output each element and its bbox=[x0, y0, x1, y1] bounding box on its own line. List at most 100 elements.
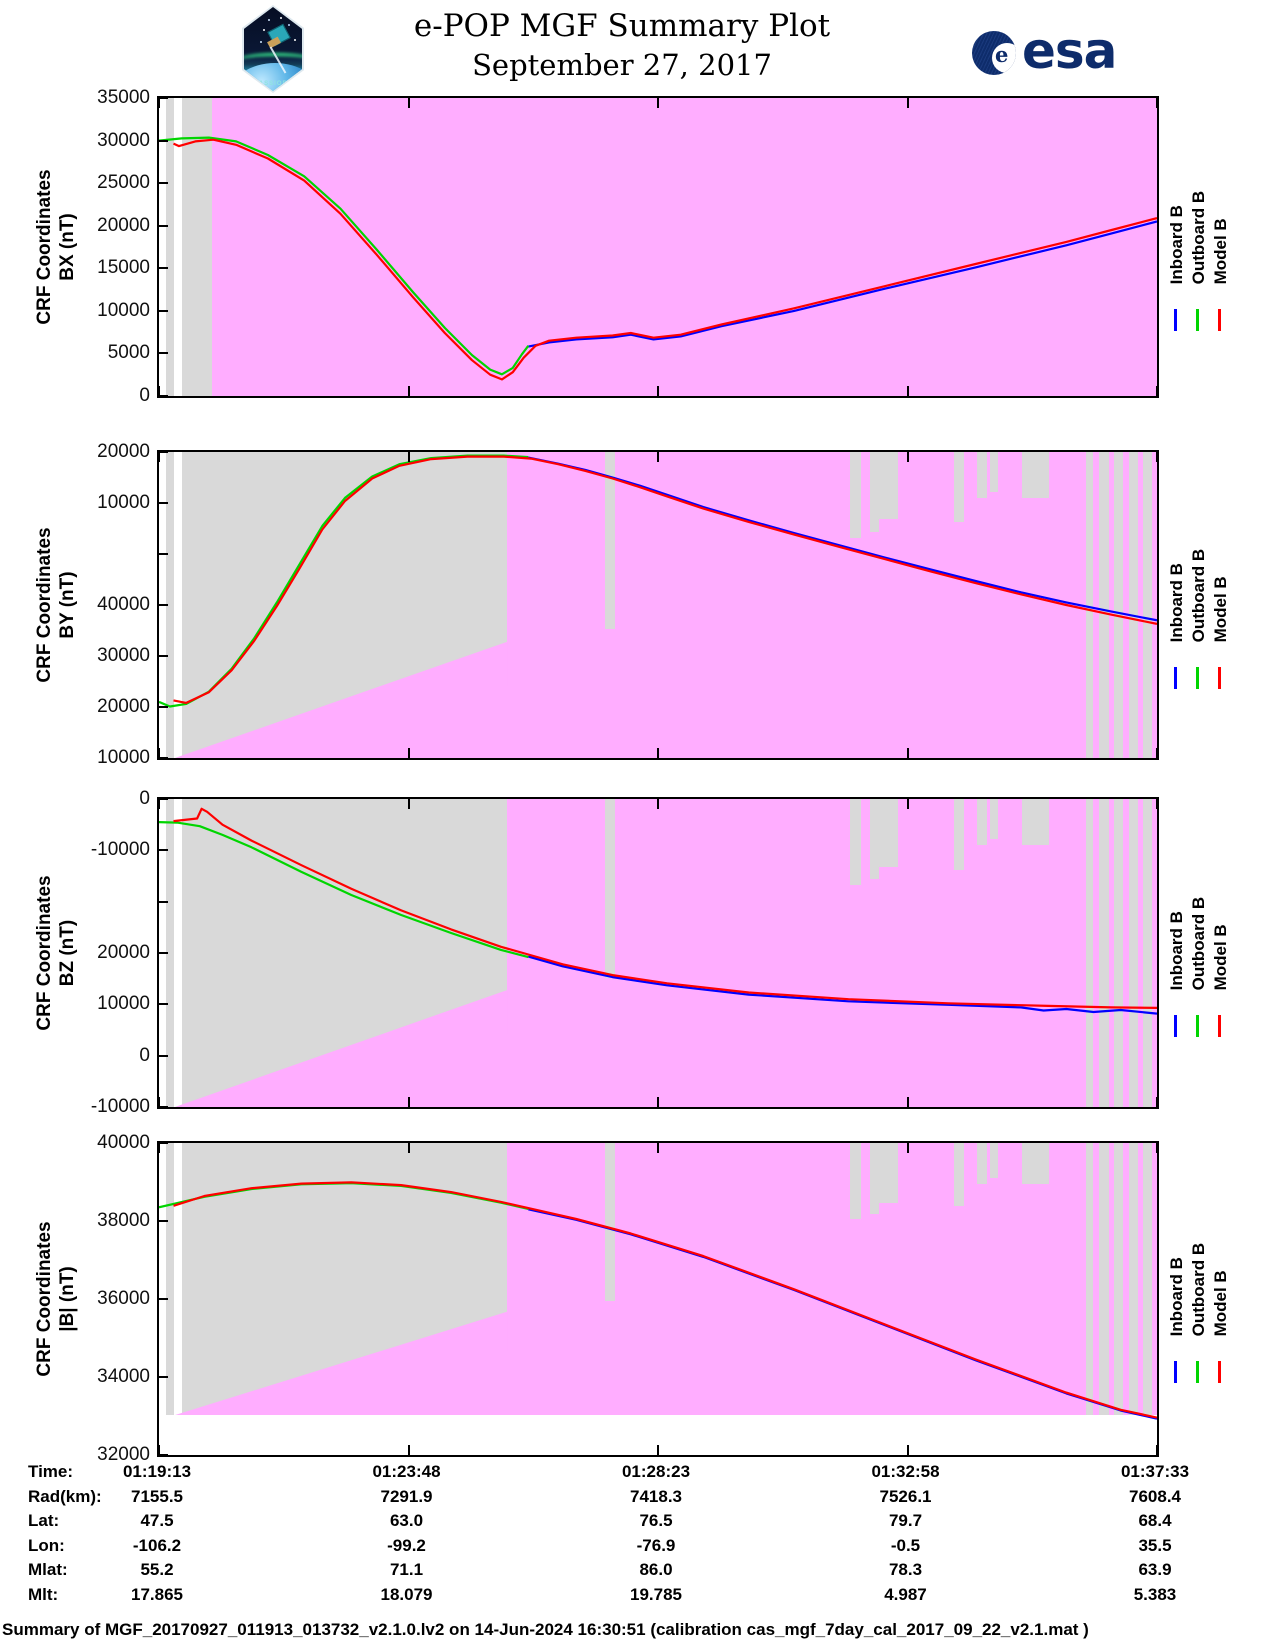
legend-label: Model B bbox=[1211, 924, 1230, 991]
x-tick-mark bbox=[1156, 1097, 1158, 1107]
gray-flag-region bbox=[605, 452, 616, 630]
row-label: Lon: bbox=[28, 1535, 65, 1555]
y-tick-mark bbox=[159, 655, 168, 657]
table-cell: 47.5 bbox=[140, 1511, 174, 1531]
x-tick-mark bbox=[657, 1445, 659, 1455]
x-tick-mark bbox=[158, 386, 160, 396]
gray-flag-region bbox=[1114, 1143, 1124, 1416]
legend-label: Outboard B bbox=[1189, 190, 1208, 285]
pink-wedge-region bbox=[174, 1311, 508, 1416]
x-tick-mark bbox=[906, 799, 909, 809]
x-tick-mark bbox=[407, 386, 410, 396]
gray-flag-region bbox=[165, 98, 174, 396]
x-tick-mark bbox=[158, 748, 160, 758]
x-tick-mark bbox=[158, 1097, 160, 1107]
y-tick-mark bbox=[159, 900, 168, 903]
table-cell: 01:37:33 bbox=[1120, 1462, 1190, 1481]
legend-label: Model B bbox=[1211, 218, 1230, 285]
x-tick-mark bbox=[158, 98, 160, 108]
x-tick-mark bbox=[657, 1143, 659, 1153]
y-tick-mark bbox=[159, 224, 168, 227]
y-tick-label: 30000 bbox=[97, 645, 150, 666]
y-tick-mark bbox=[159, 1376, 168, 1378]
table-cell: 19.785 bbox=[630, 1585, 682, 1604]
shading-bz bbox=[159, 799, 1157, 1107]
x-tick-mark bbox=[407, 1143, 410, 1153]
gray-flag-region bbox=[990, 452, 999, 492]
x-tick-mark bbox=[407, 452, 410, 462]
table-cell: 86.0 bbox=[639, 1560, 673, 1580]
y-tick-label: -10000 bbox=[90, 1096, 150, 1117]
gray-flag-region bbox=[1114, 452, 1124, 758]
row-label: Mlat: bbox=[28, 1560, 68, 1580]
legend-marker bbox=[1174, 1015, 1177, 1037]
legend-marker bbox=[1174, 309, 1177, 331]
y-tick-mark bbox=[159, 1220, 168, 1222]
table-cell: 63.9 bbox=[1138, 1560, 1172, 1580]
x-tick-mark bbox=[407, 1445, 410, 1455]
shading-bmag bbox=[159, 1143, 1157, 1416]
y-tick-label: 34000 bbox=[97, 1366, 150, 1387]
legend-marker bbox=[1196, 1015, 1199, 1037]
y-tick-label: 15000 bbox=[97, 257, 150, 279]
y-tick-label: -10000 bbox=[90, 839, 150, 861]
y-tick-mark bbox=[159, 1298, 168, 1300]
gray-flag-region bbox=[849, 452, 861, 538]
gray-flag-region bbox=[1086, 1143, 1094, 1416]
gray-flag-region bbox=[878, 1143, 898, 1203]
esa-crescent-icon bbox=[992, 43, 1016, 73]
x-tick-mark bbox=[657, 1097, 659, 1107]
y-tick-mark bbox=[159, 309, 168, 312]
gray-flag-region bbox=[990, 799, 999, 840]
gray-flag-region bbox=[1022, 452, 1050, 498]
model-b-trace bbox=[174, 1182, 1158, 1417]
x-tick-mark bbox=[1156, 386, 1158, 396]
gray-flag-region bbox=[1022, 1143, 1050, 1184]
gray-flag-region bbox=[1099, 799, 1110, 1107]
x-tick-mark bbox=[906, 98, 909, 108]
y-tick-label: 20000 bbox=[97, 696, 150, 717]
panel-by: 20000 10000 40000 30000 20000 10000 CRF Coordi… bbox=[34, 441, 1230, 768]
gray-flag-region bbox=[165, 1143, 174, 1416]
y-tick-label: 20000 bbox=[97, 214, 150, 236]
gray-flag-region bbox=[165, 452, 174, 758]
y-tick-mark bbox=[159, 1003, 168, 1006]
x-tick-mark bbox=[158, 799, 160, 809]
gray-flag-region bbox=[1086, 452, 1094, 758]
table-cell: 01:32:58 bbox=[871, 1462, 940, 1481]
table-cell: 01:19:13 bbox=[122, 1462, 192, 1481]
table-cell: 17.865 bbox=[131, 1585, 183, 1604]
y-tick-mark bbox=[159, 1142, 168, 1144]
gray-flag-region bbox=[990, 1143, 999, 1179]
panel-bx: 35000 30000 25000 20000 15000 10000 5000 0 CRF C… bbox=[34, 87, 1230, 406]
row-label: Time: bbox=[28, 1462, 74, 1481]
y-tick-mark bbox=[159, 502, 168, 504]
legend-label: Inboard B bbox=[1167, 911, 1186, 991]
x-tick-mark bbox=[1156, 98, 1158, 108]
legend-label: Inboard B bbox=[1167, 563, 1186, 643]
table-cell: 35.5 bbox=[1138, 1535, 1172, 1555]
x-tick-mark bbox=[657, 748, 659, 758]
table-cell: 5.383 bbox=[1133, 1585, 1177, 1604]
y-tick-label: 10000 bbox=[97, 747, 150, 768]
table-cell: 63.0 bbox=[389, 1511, 424, 1531]
gray-flag-region bbox=[1086, 799, 1094, 1107]
table-row: Lon: -106.2 -99.2 -76.9 -0.5 35.5 bbox=[0, 1536, 1275, 1561]
pink-wedge-region bbox=[174, 641, 508, 758]
y-tick-mark bbox=[159, 1454, 168, 1456]
gray-flag-region bbox=[849, 799, 861, 886]
y-tick-label: 10000 bbox=[97, 492, 150, 513]
panel-bmag: 40000 38000 36000 34000 32000 CRF Coordinates… bbox=[34, 1132, 1230, 1465]
x-tick-mark bbox=[906, 1097, 909, 1107]
gray-flag-region bbox=[878, 452, 898, 520]
x-tick-mark bbox=[407, 1097, 410, 1107]
legend-marker bbox=[1196, 667, 1199, 689]
table-cell: 76.5 bbox=[639, 1511, 673, 1531]
y-tick-label: 38000 bbox=[97, 1210, 150, 1231]
y-tick-label: 20000 bbox=[97, 942, 150, 963]
gray-flag-region bbox=[869, 1143, 879, 1214]
x-tick-mark bbox=[906, 1445, 909, 1455]
gray-flag-region bbox=[1143, 799, 1152, 1107]
table-cell: -0.5 bbox=[890, 1535, 921, 1555]
table-cell: 78.3 bbox=[888, 1560, 923, 1580]
